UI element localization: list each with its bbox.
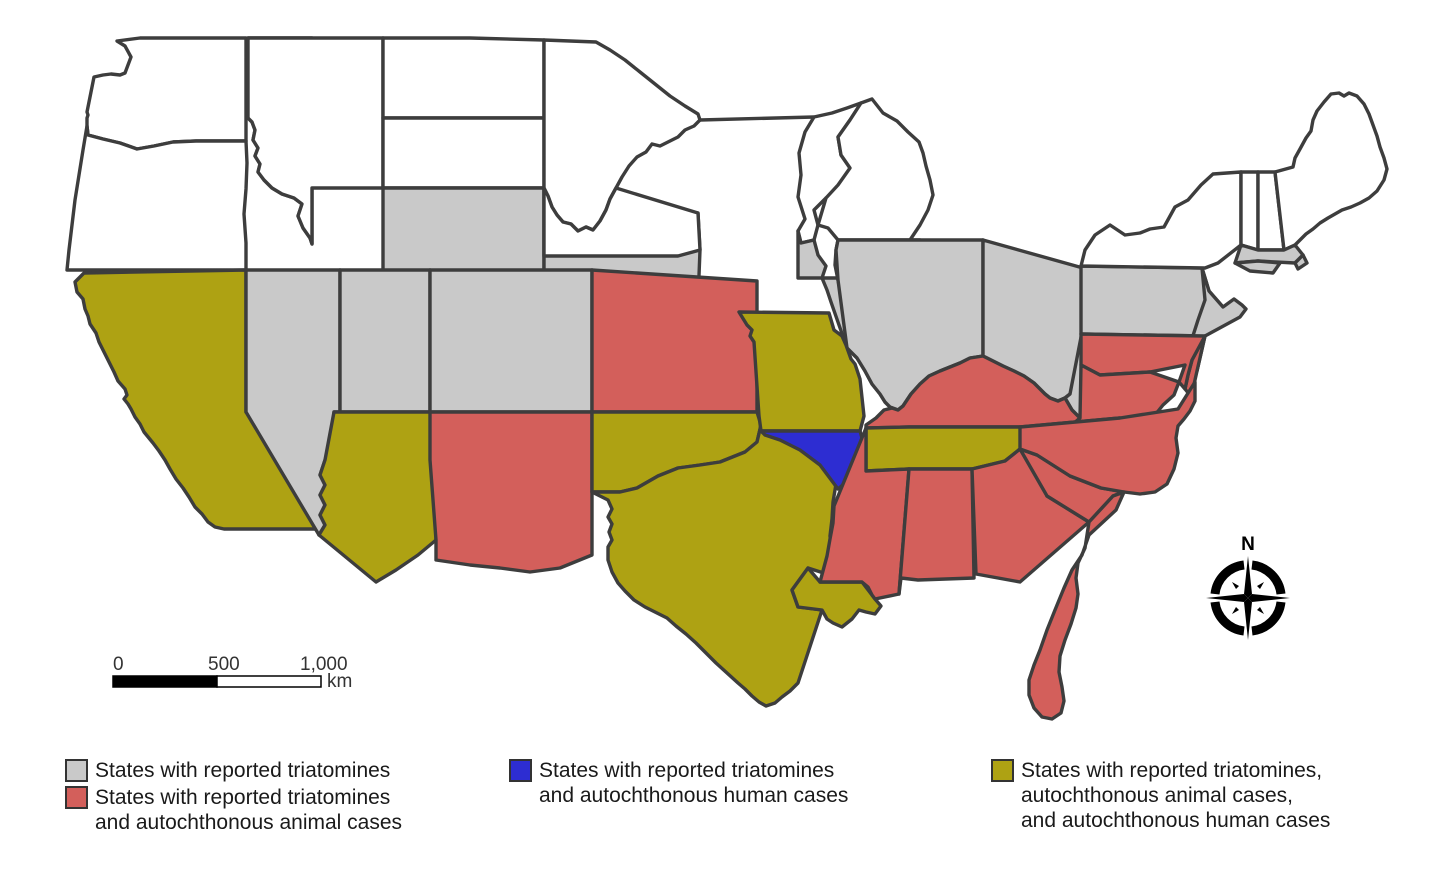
svg-text:km: km [327,671,352,692]
svg-text:and autochthonous animal cases: and autochthonous animal cases [95,811,402,834]
svg-text:States with reported triatomin: States with reported triatomines [95,786,390,809]
svg-text:and autochthonous human cases: and autochthonous human cases [1021,809,1330,832]
svg-text:N: N [1241,534,1255,555]
svg-text:0: 0 [113,654,124,675]
svg-text:States with reported triatomin: States with reported triatomines, [1021,759,1322,782]
svg-text:and autochthonous human cases: and autochthonous human cases [539,784,848,807]
svg-text:States with reported triatomin: States with reported triatomines [95,759,390,782]
svg-text:500: 500 [208,654,240,675]
svg-text:autochthonous animal cases,: autochthonous animal cases, [1021,784,1293,807]
svg-text:States with reported triatomin: States with reported triatomines [539,759,834,782]
